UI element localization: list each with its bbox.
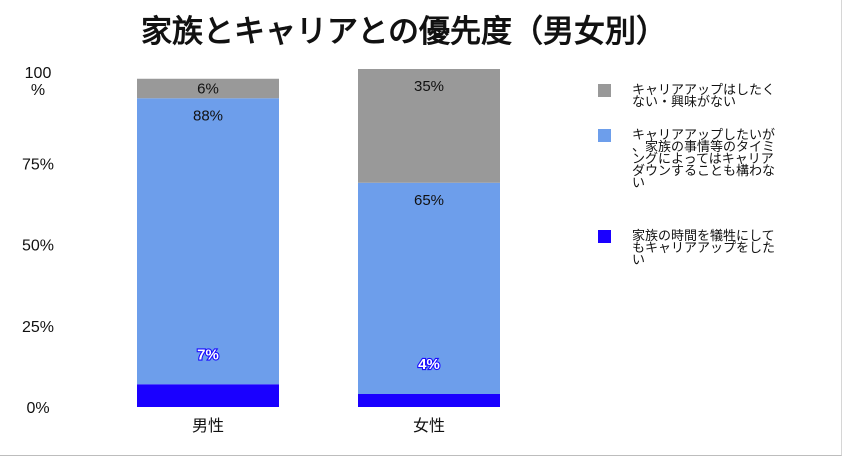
legend-swatch: [598, 129, 611, 142]
legend-item: 家族の時間を犠牲にしてもキャリアアップをしたい: [598, 228, 775, 268]
bar-labels: 7% 88% 6% 4% 65% 35%: [193, 78, 444, 374]
data-label: 35%: [414, 78, 444, 95]
data-label: 88%: [193, 107, 223, 124]
y-tick-label: 100%: [25, 65, 52, 99]
legend-item: キャリアアップしたいが、家族の事情等のタイミングによってはキャリアダウンすること…: [598, 128, 775, 191]
y-tick-label: 50%: [22, 238, 54, 255]
x-category-label: 女性: [413, 416, 445, 435]
legend-item: キャリアアップはしたくない・興味がない: [598, 83, 775, 110]
legend-label: キャリアアップはしたくない・興味がない: [632, 83, 775, 110]
bar-segment: [358, 394, 500, 407]
x-axis: 男性 女性: [192, 416, 445, 435]
y-tick-label: 25%: [22, 319, 54, 336]
legend-swatch: [598, 84, 611, 97]
x-category-label: 男性: [192, 416, 224, 435]
bars: [137, 69, 500, 407]
bar-segment: [358, 182, 500, 394]
chart-title: 家族とキャリアとの優先度（男女別）: [141, 14, 667, 50]
bar-segment: [137, 98, 279, 385]
legend-label: 家族の時間を犠牲にしてもキャリアアップをしたい: [632, 228, 775, 268]
legend-label: キャリアアップしたいが、家族の事情等のタイミングによってはキャリアダウンすること…: [632, 128, 775, 191]
data-label: 7%: [197, 346, 219, 363]
y-tick-label: 0%: [26, 400, 49, 417]
data-label: 65%: [414, 192, 444, 209]
y-axis: 0% 25% 50% 75% 100%: [22, 65, 54, 417]
data-label: 4%: [418, 356, 440, 373]
legend: キャリアアップはしたくない・興味がないキャリアアップしたいが、家族の事情等のタイ…: [598, 83, 775, 268]
bar-segment: [137, 384, 279, 407]
data-label: 6%: [197, 81, 219, 98]
bar-segment: [137, 78, 279, 99]
bar-segment: [358, 69, 500, 183]
y-tick-label: 75%: [22, 156, 54, 173]
legend-swatch: [598, 230, 611, 243]
